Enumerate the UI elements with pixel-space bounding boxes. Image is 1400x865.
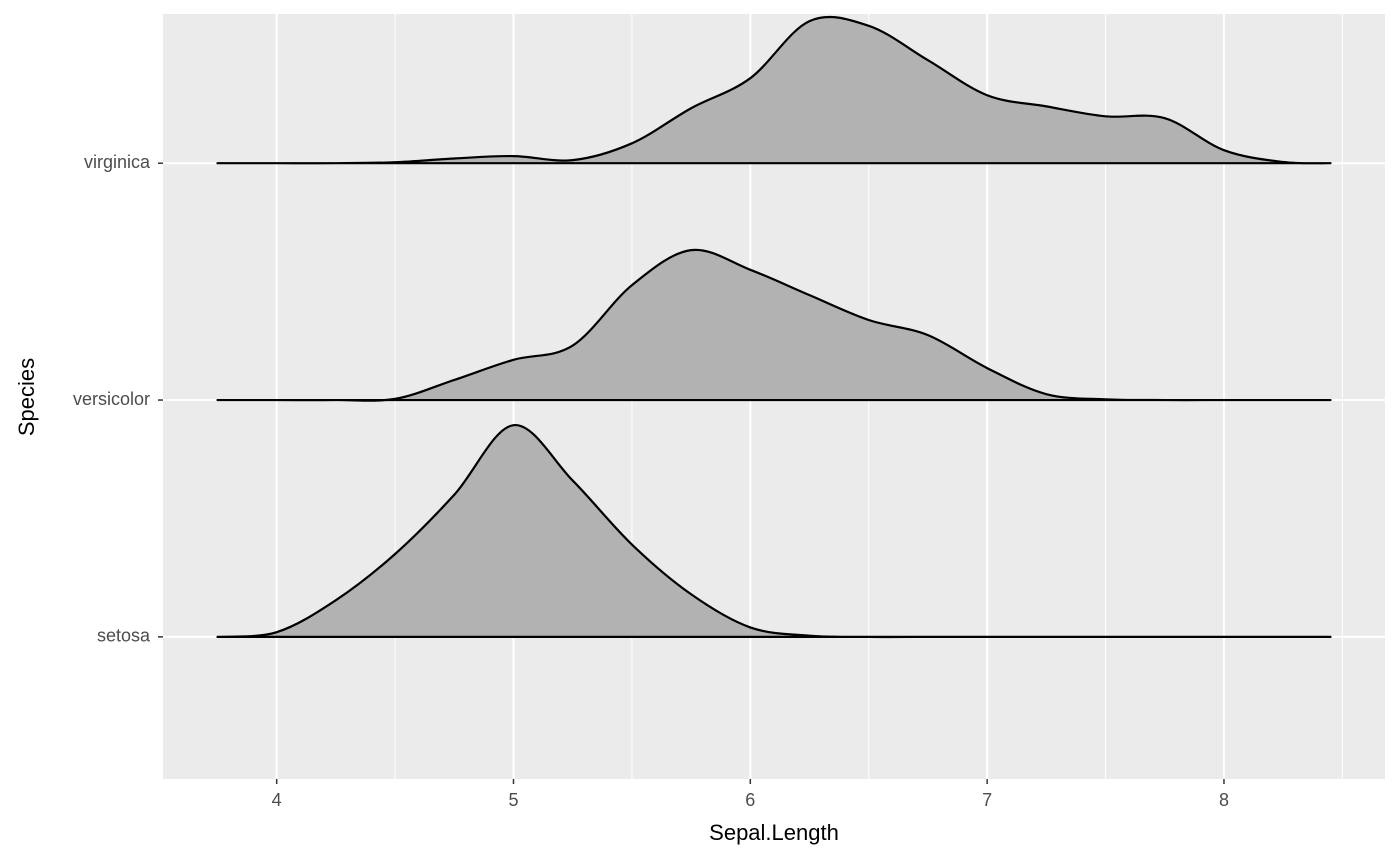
x-tick-label: 8 <box>1219 790 1229 810</box>
ridge <box>216 248 1332 402</box>
x-axis-title: Sepal.Length <box>709 820 839 845</box>
y-tick-label: virginica <box>84 152 151 172</box>
y-tick-label: setosa <box>97 626 151 646</box>
x-tick-label: 5 <box>508 790 518 810</box>
y-tick-label: versicolor <box>73 389 150 409</box>
ridge <box>216 15 1332 165</box>
x-tick-label: 7 <box>982 790 992 810</box>
x-tick-label: 4 <box>272 790 282 810</box>
y-axis-title: Species <box>14 358 39 436</box>
ridge <box>216 424 1332 639</box>
x-tick-label: 6 <box>745 790 755 810</box>
